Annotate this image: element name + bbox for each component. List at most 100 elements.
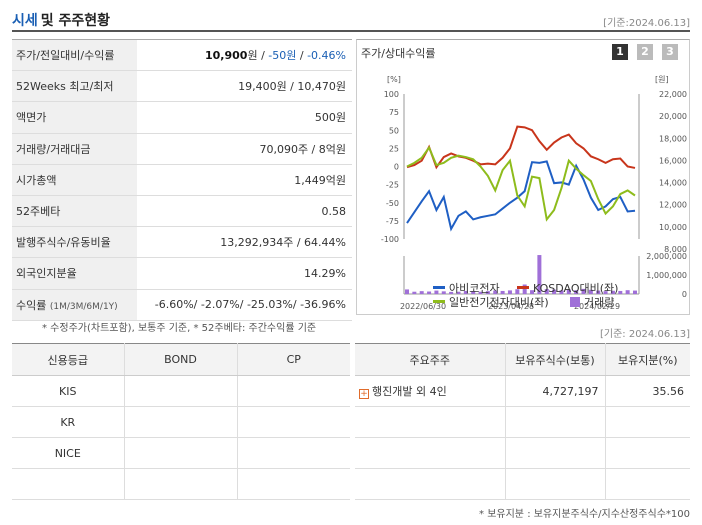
summary-label: 외국인지분율: [12, 257, 137, 290]
price-change-rate: -0.46%: [307, 49, 346, 63]
volume-bar: [522, 284, 527, 294]
right-axis-unit: [원]: [655, 75, 669, 84]
left-tick-label: -75: [386, 217, 399, 226]
credit-cp: [237, 375, 350, 407]
section-header: 시세 및 주주현황 [기준:2024.06.13]: [12, 10, 690, 32]
holder-shares: 4,727,197: [505, 375, 606, 407]
volume-tick-label: 0: [682, 290, 687, 299]
holder-name[interactable]: 행진개발 외 4인: [372, 385, 447, 398]
volume-bar: [427, 291, 432, 294]
holder-header: 보유지분(%): [605, 343, 690, 376]
credit-rating-table: 신용등급 BOND CP KIS KR NICE: [12, 343, 350, 500]
left-tick-label: 100: [384, 90, 399, 99]
volume-bar: [434, 290, 439, 294]
volume-bar: [633, 290, 637, 294]
returns-label: 수익률: [16, 298, 47, 312]
legend-swatch-line: [433, 286, 445, 289]
summary-value: 14.29%: [137, 257, 352, 290]
volume-bar: [456, 291, 461, 294]
holder-header-row: 주요주주 보유주식수(보통) 보유지분(%): [355, 343, 690, 376]
volume-bar: [544, 289, 549, 294]
chart-panel: 주가/상대수익률 1 2 3 [%] [원] 100 75 50 25 0 -25 -50 -75…: [356, 39, 690, 315]
x-tick-label: 2022/06/30: [400, 302, 446, 311]
summary-value: 70,090주 / 8억원: [137, 133, 352, 165]
volume-bar: [478, 291, 483, 294]
holder-row-empty: [355, 468, 690, 500]
credit-row: NICE: [12, 437, 350, 469]
chart-page-2-button[interactable]: 2: [637, 44, 653, 60]
legend-label: KOSDAQ대비(좌): [533, 282, 619, 295]
volume-bar: [449, 291, 454, 294]
left-tick-label: -100: [381, 235, 399, 244]
legend-label: 일반전기전자대비(좌): [449, 296, 549, 309]
credit-agency: KIS: [12, 375, 125, 407]
credit-cp: [237, 468, 350, 500]
volume-bar: [441, 291, 446, 294]
volume-bar: [574, 290, 579, 294]
summary-label: 수익률 (1M/3M/6M/1Y): [12, 289, 137, 321]
credit-agency: KR: [12, 406, 125, 438]
volume-bar: [625, 290, 630, 294]
credit-row: KIS: [12, 375, 350, 407]
holder-percent: 35.56: [605, 375, 690, 407]
summary-footnote: * 수정주가(차트포함), 보통주 기준, * 52주베타: 주간수익률 기준: [42, 323, 317, 334]
holder-row-empty: [355, 437, 690, 469]
holder-name-cell: + 행진개발 외 4인: [355, 375, 506, 407]
credit-cp: [237, 406, 350, 438]
volume-bar: [588, 289, 593, 294]
volume-bar: [603, 291, 608, 294]
legend-swatch-square: [570, 297, 580, 307]
volume-bar: [412, 291, 417, 294]
price-relative-return-chart: [%] [원] 100 75 50 25 0 -25 -50 -75 -100 22,000 20,00…: [381, 75, 687, 311]
volume-bar: [515, 289, 520, 294]
volume-bar: [618, 290, 623, 294]
returns-value: -6.60%/ -2.07%/ -25.03%/ -36.96%: [137, 289, 352, 321]
volume-bar: [552, 289, 557, 294]
right-tick-label: 22,000: [659, 90, 687, 99]
price-separator: /: [257, 49, 269, 63]
summary-label: 52Weeks 최고/최저: [12, 70, 137, 103]
chart-page-1-button[interactable]: 1: [612, 44, 628, 60]
summary-value: 500원: [137, 101, 352, 134]
legend-item: 일반전기전자대비(좌): [433, 294, 549, 310]
summary-label: 52주베타: [12, 195, 137, 228]
left-axis-unit: [%]: [387, 75, 401, 84]
volume-bar: [537, 255, 542, 294]
chart-page-3-button[interactable]: 3: [662, 44, 678, 60]
right-tick-label: 16,000: [659, 156, 687, 165]
volume-bar: [596, 290, 601, 294]
legend-swatch-line: [517, 286, 529, 289]
holders-reference-date: [기준: 2024.06.13]: [599, 329, 690, 340]
legend-label: 아비코전자: [449, 282, 500, 295]
legend-label: 거래량: [584, 296, 615, 309]
current-price: 10,900: [205, 49, 248, 63]
volume-tick-label: 2,000,000: [646, 252, 687, 261]
summary-row-returns: 수익률 (1M/3M/6M/1Y) -6.60%/ -2.07%/ -25.03…: [12, 289, 352, 321]
holder-row-empty: [355, 406, 690, 438]
volume-bar: [507, 290, 512, 294]
price-change: -50원: [268, 49, 297, 63]
holder-header: 주요주주: [355, 343, 506, 376]
left-tick-label: 75: [389, 108, 399, 117]
kosdaq-relative-line: [406, 125, 636, 170]
right-tick-label: 10,000: [659, 223, 687, 232]
volume-bar: [485, 291, 490, 294]
holder-header: 보유주식수(보통): [505, 343, 606, 376]
credit-bond: [124, 375, 238, 407]
summary-row-price: 주가/전일대비/수익률 10,900원 / -50원 / -0.46%: [12, 38, 352, 72]
summary-row: 52Weeks 최고/최저 19,400원 / 10,470원: [12, 70, 352, 103]
credit-row: KR: [12, 406, 350, 438]
major-shareholders-table: 주요주주 보유주식수(보통) 보유지분(%) + 행진개발 외 4인 4,727,…: [355, 343, 690, 500]
summary-value: 19,400원 / 10,470원: [137, 70, 352, 103]
summary-label: 거래량/거래대금: [12, 133, 137, 165]
expand-plus-icon[interactable]: +: [359, 389, 369, 399]
legend-item: 거래량: [570, 294, 614, 310]
volume-bar: [566, 289, 571, 294]
summary-row: 52주베타 0.58: [12, 195, 352, 228]
price-line: [406, 160, 636, 232]
right-tick-label: 14,000: [659, 179, 687, 188]
credit-bond: [124, 468, 238, 500]
chart-panel-title: 주가/상대수익률: [361, 47, 436, 60]
right-tick-label: 20,000: [659, 112, 687, 121]
reference-date: [기준:2024.06.13]: [603, 18, 690, 29]
